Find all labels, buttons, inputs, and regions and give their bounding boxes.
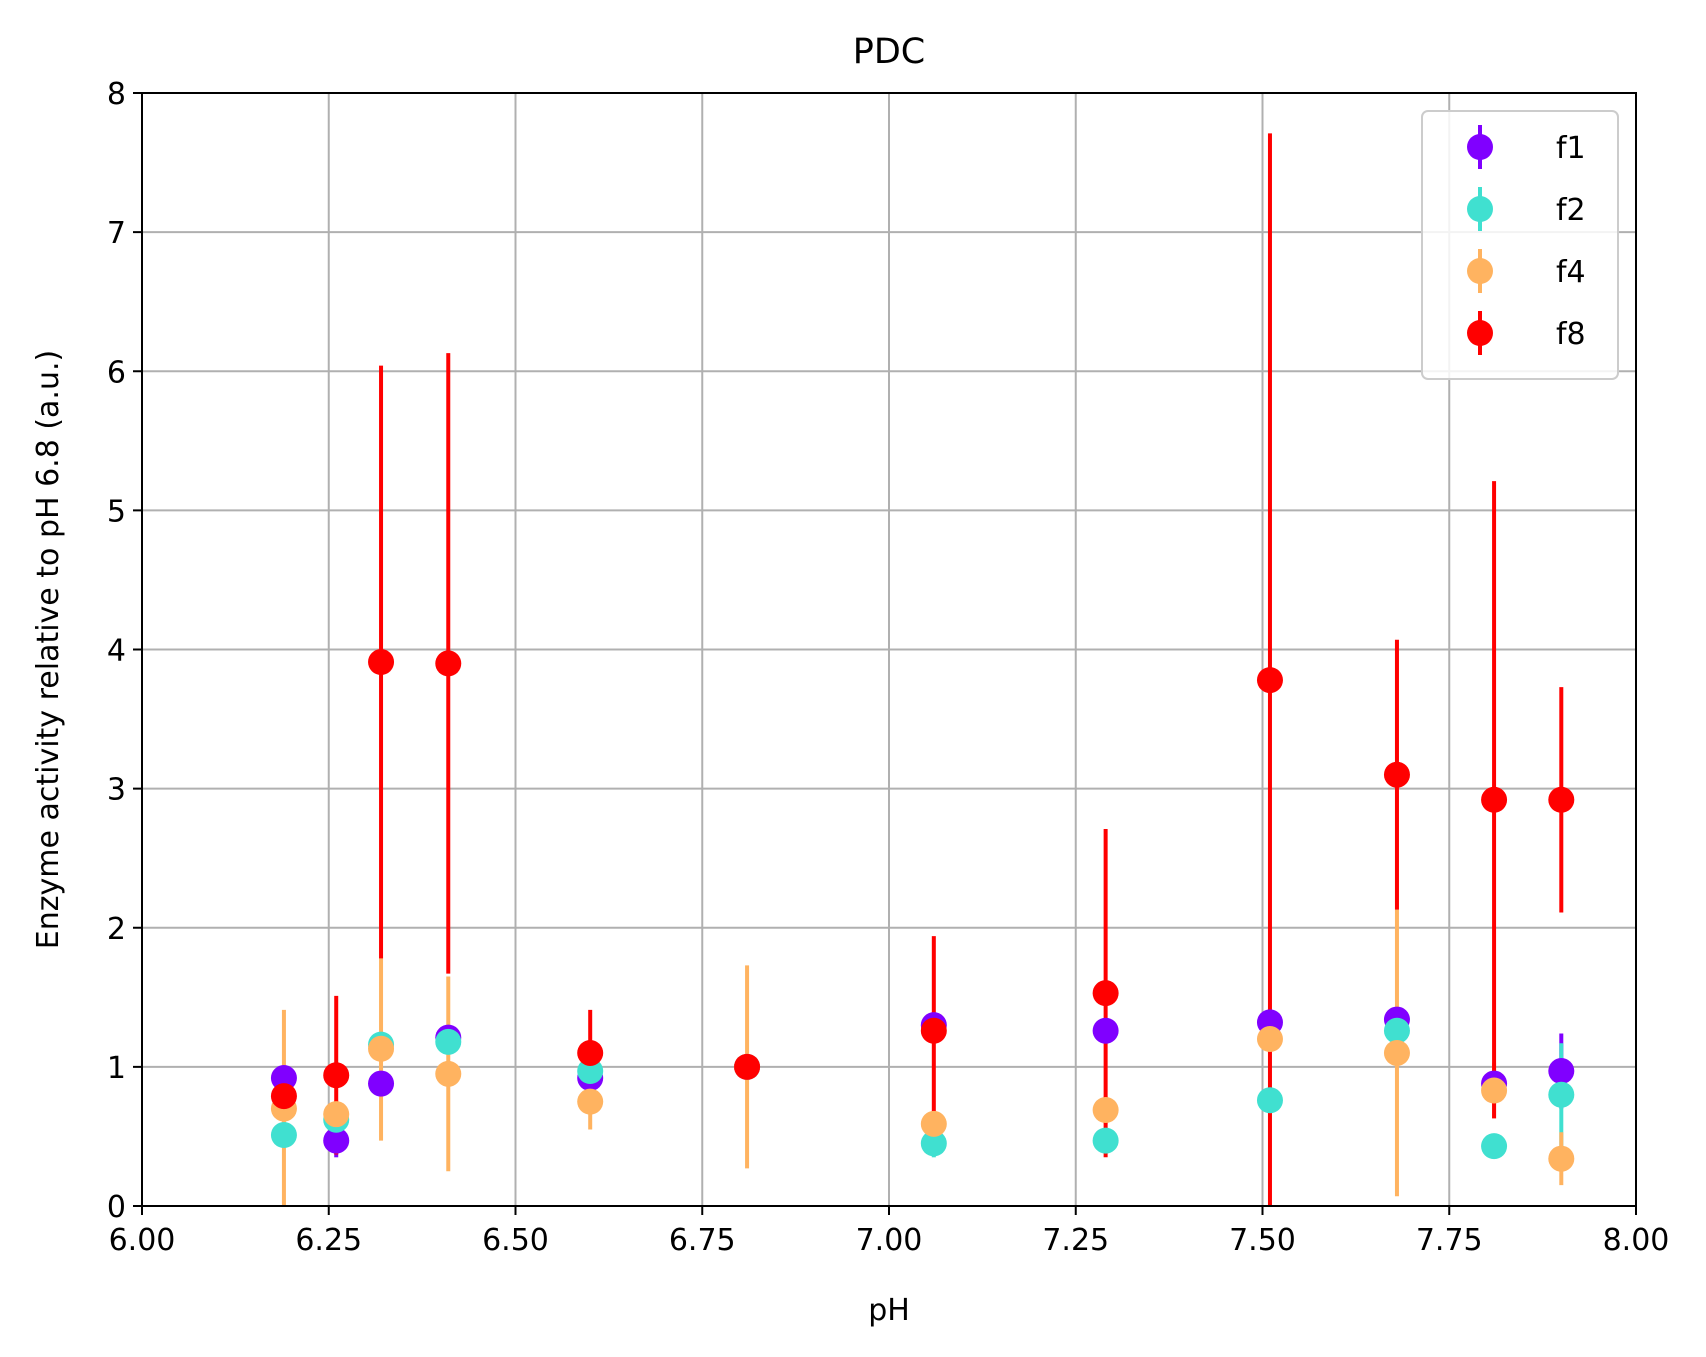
legend-marker-f2 [1467, 196, 1493, 222]
point-f4 [323, 1101, 350, 1128]
x-tick-label: 7.50 [1229, 1223, 1296, 1258]
legend-label-f8: f8 [1556, 317, 1586, 352]
point-f2 [1548, 1081, 1575, 1108]
point-f2 [577, 1058, 604, 1085]
y-axis-label: Enzyme activity relative to pH 6.8 (a.u.… [31, 350, 66, 949]
point-f8 [368, 649, 395, 676]
y-tick-label: 6 [107, 355, 126, 390]
point-f2 [1092, 1127, 1119, 1154]
point-f8 [920, 1017, 947, 1044]
point-f2 [1256, 1087, 1283, 1114]
point-f2 [435, 1028, 462, 1055]
point-f4 [1481, 1077, 1508, 1104]
point-f1 [323, 1127, 350, 1154]
x-tick-label: 8.00 [1603, 1223, 1670, 1258]
legend-label-f4: f4 [1556, 255, 1586, 290]
point-f1 [368, 1070, 395, 1097]
x-axis-label: pH [868, 1293, 910, 1328]
legend-label-f2: f2 [1556, 193, 1586, 228]
x-tick-label: 6.50 [482, 1223, 549, 1258]
point-f4 [1092, 1097, 1119, 1124]
x-tick-label: 6.00 [109, 1223, 176, 1258]
point-f4 [435, 1060, 462, 1087]
x-tick-label: 7.25 [1042, 1223, 1109, 1258]
point-f8 [270, 1083, 297, 1110]
point-f2 [1481, 1133, 1508, 1160]
point-f1 [1092, 1017, 1119, 1044]
y-tick-label: 0 [107, 1190, 126, 1225]
point-f8 [577, 1039, 604, 1066]
point-f4 [1256, 1026, 1283, 1053]
y-tick-label: 2 [107, 912, 126, 947]
point-f4 [368, 1035, 395, 1062]
y-tick-label: 8 [107, 77, 126, 112]
x-tick-label: 7.00 [856, 1223, 923, 1258]
legend-marker-f8 [1467, 320, 1493, 346]
point-f4 [1548, 1145, 1575, 1172]
point-f8 [1092, 980, 1119, 1007]
point-f2 [270, 1122, 297, 1149]
point-f8 [1383, 761, 1410, 788]
point-f8 [323, 1062, 350, 1089]
point-f1 [1548, 1058, 1575, 1085]
data-points [270, 649, 1575, 1172]
legend-marker-f1 [1467, 134, 1493, 160]
point-f8 [435, 650, 462, 677]
legend-box [1421, 110, 1619, 380]
y-tick-label: 1 [107, 1051, 126, 1086]
y-tick-label: 4 [107, 634, 126, 669]
point-f8 [1548, 786, 1575, 813]
point-f1 [270, 1065, 297, 1092]
point-f8 [1256, 667, 1283, 694]
x-tick-label: 6.75 [669, 1223, 736, 1258]
x-tick-label: 7.75 [1416, 1223, 1483, 1258]
axis-ticks: 6.00 6.25 6.50 6.75 7.00 7.25 7.50 7.75 8.00 0 1 2 3… [107, 77, 1669, 1258]
point-f4 [577, 1088, 604, 1115]
point-f8 [1481, 786, 1508, 813]
legend-marker-f4 [1467, 258, 1493, 284]
y-tick-label: 5 [107, 494, 126, 529]
point-f8 [734, 1053, 761, 1080]
x-tick-label: 6.25 [295, 1223, 362, 1258]
point-f4 [1383, 1039, 1410, 1066]
point-f2 [1383, 1017, 1410, 1044]
point-f4 [920, 1110, 947, 1137]
legend-label-f1: f1 [1556, 131, 1586, 166]
point-f2 [920, 1130, 947, 1157]
y-tick-label: 3 [107, 773, 126, 808]
legend: f1 f2 f4 f8 [1421, 110, 1619, 380]
y-tick-label: 7 [107, 216, 126, 251]
chart-title: PDC [853, 32, 926, 72]
